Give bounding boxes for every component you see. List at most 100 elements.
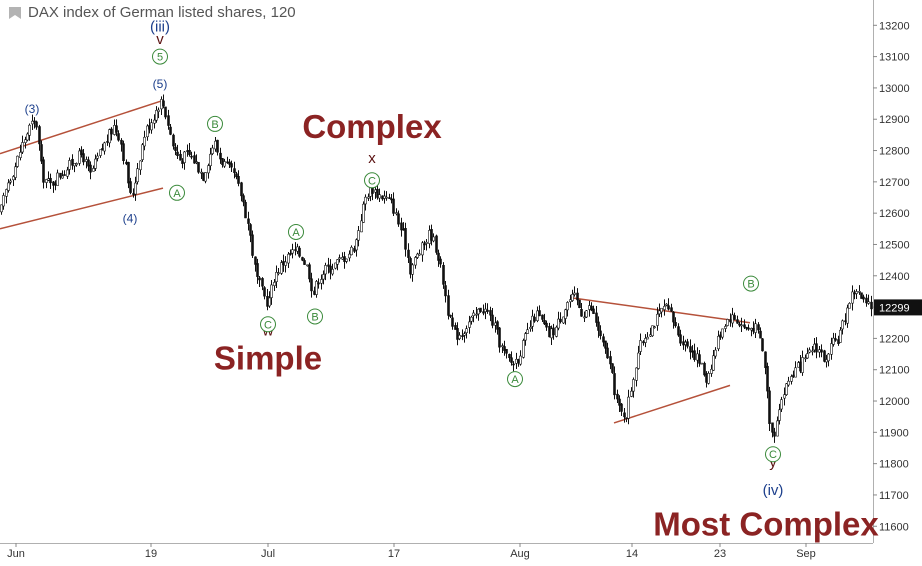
candle-body: [808, 349, 811, 353]
trendline: [613, 384, 731, 424]
candle-body: [308, 264, 311, 280]
candle-body: [677, 326, 680, 336]
candle-body: [78, 150, 81, 164]
candle-body: [421, 242, 424, 256]
candle-body: [315, 281, 318, 295]
candle-body: [172, 134, 175, 147]
candle-body: [771, 422, 774, 433]
candle-body: [630, 390, 633, 397]
candle-body: [461, 335, 464, 337]
candle-body: [418, 253, 421, 256]
wave-circled-label: 5: [157, 52, 163, 64]
candle-body: [639, 340, 642, 352]
candle-body: [7, 182, 10, 191]
candle-body: [132, 193, 135, 195]
y-tick-label: 11700: [879, 490, 909, 502]
candle-body: [174, 146, 177, 151]
candle-body: [320, 279, 323, 284]
candle-body: [162, 100, 165, 107]
chart-flag-icon: [9, 6, 21, 19]
candle-body: [703, 362, 706, 376]
candle-body: [21, 142, 24, 153]
wave-circled-label: C: [769, 449, 777, 461]
candle-body: [42, 159, 45, 183]
candle-body: [357, 230, 360, 241]
candle-body: [254, 256, 257, 265]
candle-body: [651, 325, 654, 337]
candle-body: [249, 224, 252, 236]
candle-body: [273, 282, 276, 286]
candle-body: [761, 338, 764, 352]
candle-body: [397, 213, 400, 225]
candle-body: [378, 194, 381, 199]
candle-body: [216, 139, 219, 153]
wave-circle: [743, 275, 759, 292]
candle-body: [653, 326, 656, 329]
candle-body: [580, 308, 583, 317]
candle-body: [611, 363, 614, 373]
candle-body: [714, 349, 717, 357]
x-tick-label: 14: [626, 548, 638, 560]
candle-body: [595, 312, 598, 323]
candle-body: [773, 431, 776, 437]
candle-body: [658, 310, 661, 315]
candle-body: [2, 195, 5, 207]
x-tick-label: Sep: [796, 548, 816, 560]
candle-body: [538, 310, 541, 317]
candle-body: [94, 158, 97, 169]
candle-body: [31, 120, 34, 125]
candle-body: [388, 197, 391, 199]
price-axis-pane: [873, 0, 922, 566]
candle-body: [190, 155, 193, 158]
candle-body: [87, 159, 90, 167]
candle-body: [519, 355, 522, 365]
candle-body: [637, 352, 640, 369]
candle-body: [291, 249, 294, 254]
candle-body: [195, 161, 198, 164]
wave-complexity-label: Complex: [302, 108, 442, 145]
x-tick-label: Jun: [7, 548, 25, 560]
candle-body: [268, 297, 271, 307]
candle-body: [395, 212, 398, 215]
candle-body: [806, 353, 809, 359]
candle-body: [345, 258, 348, 262]
candle-body: [385, 196, 388, 199]
candle-body: [146, 125, 149, 138]
candle-body: [435, 235, 438, 253]
candle-body: [524, 333, 527, 341]
y-tick-label: 12200: [879, 333, 910, 345]
candle-body: [275, 272, 278, 283]
x-tick-label: 19: [145, 548, 157, 560]
wave-count-label: (5): [153, 77, 168, 91]
candle-body: [129, 181, 132, 193]
y-tick-label: 12700: [879, 177, 910, 189]
candle-body: [689, 346, 692, 353]
candle-body: [627, 396, 630, 419]
wave-circle: [152, 48, 168, 65]
candle-body: [465, 328, 468, 334]
candle-body: [183, 151, 186, 163]
candle-body: [439, 258, 442, 265]
candle-body: [672, 311, 675, 323]
candle-body: [733, 315, 736, 320]
candle-body: [785, 383, 788, 395]
candle-body: [543, 320, 546, 325]
candle-body: [289, 253, 292, 255]
candle-body: [244, 201, 247, 219]
candle-body: [475, 313, 478, 316]
candle-body: [451, 317, 454, 327]
candle-body: [117, 133, 120, 141]
candle-body: [197, 162, 200, 173]
candle-body: [698, 354, 701, 364]
y-tick-label: 12500: [879, 239, 910, 251]
candle-body: [815, 343, 818, 353]
candle-body: [726, 319, 729, 326]
candle-body: [19, 151, 22, 158]
wave-circle: [207, 115, 223, 132]
candle-body: [153, 119, 156, 124]
candle-body: [16, 155, 19, 167]
candle-body: [670, 307, 673, 312]
wave-degree-label: (iii): [150, 19, 170, 36]
candle-body: [736, 319, 739, 324]
candle-body: [80, 149, 83, 155]
